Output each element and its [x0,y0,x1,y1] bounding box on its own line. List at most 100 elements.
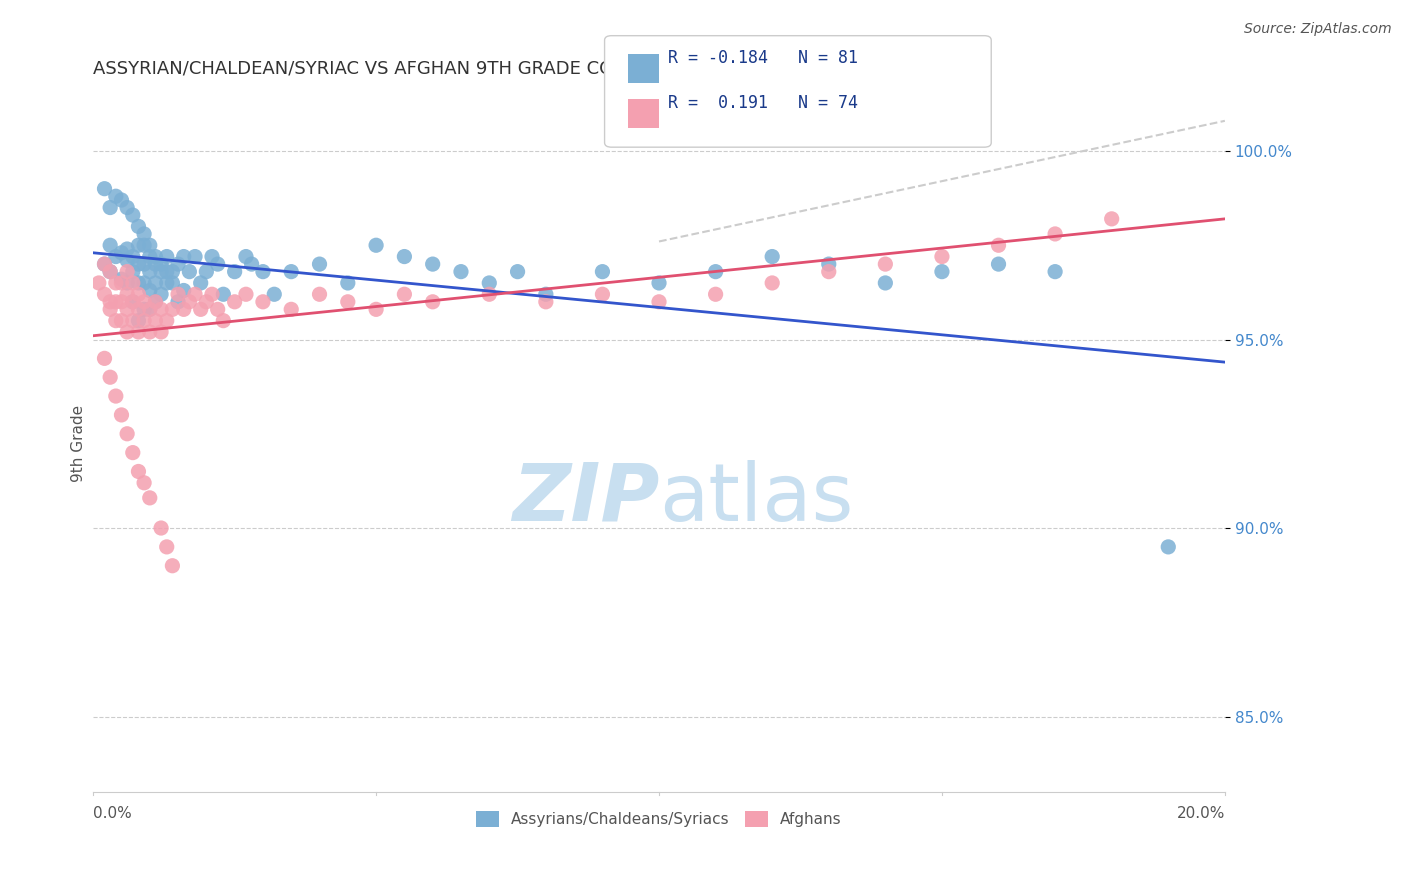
Point [132,302,155,317]
Point [115,201,138,215]
Point [931,250,953,264]
Point [87,276,110,290]
Point [184,287,207,301]
Point [150,302,173,317]
Point [1157,540,1180,554]
Point [173,284,195,298]
Point [139,250,162,264]
Point [132,313,155,327]
Point [875,257,897,271]
Point [336,276,359,290]
Point [145,257,167,271]
Point [280,265,302,279]
Point [875,276,897,290]
Point [115,242,138,256]
Point [987,257,1010,271]
Point [127,276,149,290]
Point [150,257,173,271]
Point [121,276,143,290]
Point [150,521,173,535]
Point [145,276,167,290]
Point [115,276,138,290]
Point [110,245,132,260]
Point [235,250,257,264]
Point [127,313,149,327]
Text: atlas: atlas [659,460,853,538]
Point [139,284,162,298]
Y-axis label: 9th Grade: 9th Grade [72,405,86,482]
Point [121,313,143,327]
Point [104,389,127,403]
Point [394,250,416,264]
Point [534,287,557,301]
Point [195,265,218,279]
Point [534,294,557,309]
Point [115,325,138,339]
Point [93,257,115,271]
Point [394,287,416,301]
Point [132,294,155,309]
Point [179,265,201,279]
Text: 0.0%: 0.0% [93,805,132,821]
Point [156,265,179,279]
Point [156,276,179,290]
Point [190,276,212,290]
Point [207,302,229,317]
Point [224,294,246,309]
Point [145,294,167,309]
Legend: Assyrians/Chaldeans/Syriacs, Afghans: Assyrians/Chaldeans/Syriacs, Afghans [470,805,848,833]
Text: ASSYRIAN/CHALDEAN/SYRIAC VS AFGHAN 9TH GRADE CORRELATION CHART: ASSYRIAN/CHALDEAN/SYRIAC VS AFGHAN 9TH G… [93,60,782,78]
Point [127,465,149,479]
Point [93,351,115,366]
Text: R = -0.184   N = 81: R = -0.184 N = 81 [668,49,858,67]
Point [115,302,138,317]
Point [115,265,138,279]
Point [104,313,127,327]
Point [212,287,235,301]
Point [212,313,235,327]
Point [145,313,167,327]
Text: 20.0%: 20.0% [1177,805,1225,821]
Point [98,370,121,384]
Point [817,257,839,271]
Point [648,276,671,290]
Point [252,265,274,279]
Point [1043,265,1066,279]
Point [132,238,155,252]
Text: ZIP: ZIP [512,460,659,538]
Point [139,265,162,279]
Point [93,182,115,196]
Point [127,257,149,271]
Point [121,265,143,279]
Point [201,287,224,301]
Point [110,313,132,327]
Point [167,257,190,271]
Point [263,287,285,301]
Point [591,287,613,301]
Point [121,294,143,309]
Point [104,294,127,309]
Point [115,426,138,441]
Point [127,238,149,252]
Point [173,250,195,264]
Point [121,208,143,222]
Point [761,250,783,264]
Point [422,257,444,271]
Point [478,276,501,290]
Point [127,302,149,317]
Point [98,238,121,252]
Point [110,408,132,422]
Point [121,445,143,459]
Point [308,287,330,301]
Point [162,558,184,573]
Point [110,294,132,309]
Point [139,325,162,339]
Point [817,265,839,279]
Point [132,227,155,241]
Point [98,265,121,279]
Point [240,257,263,271]
Point [224,265,246,279]
Point [422,294,444,309]
Point [931,265,953,279]
Point [252,294,274,309]
